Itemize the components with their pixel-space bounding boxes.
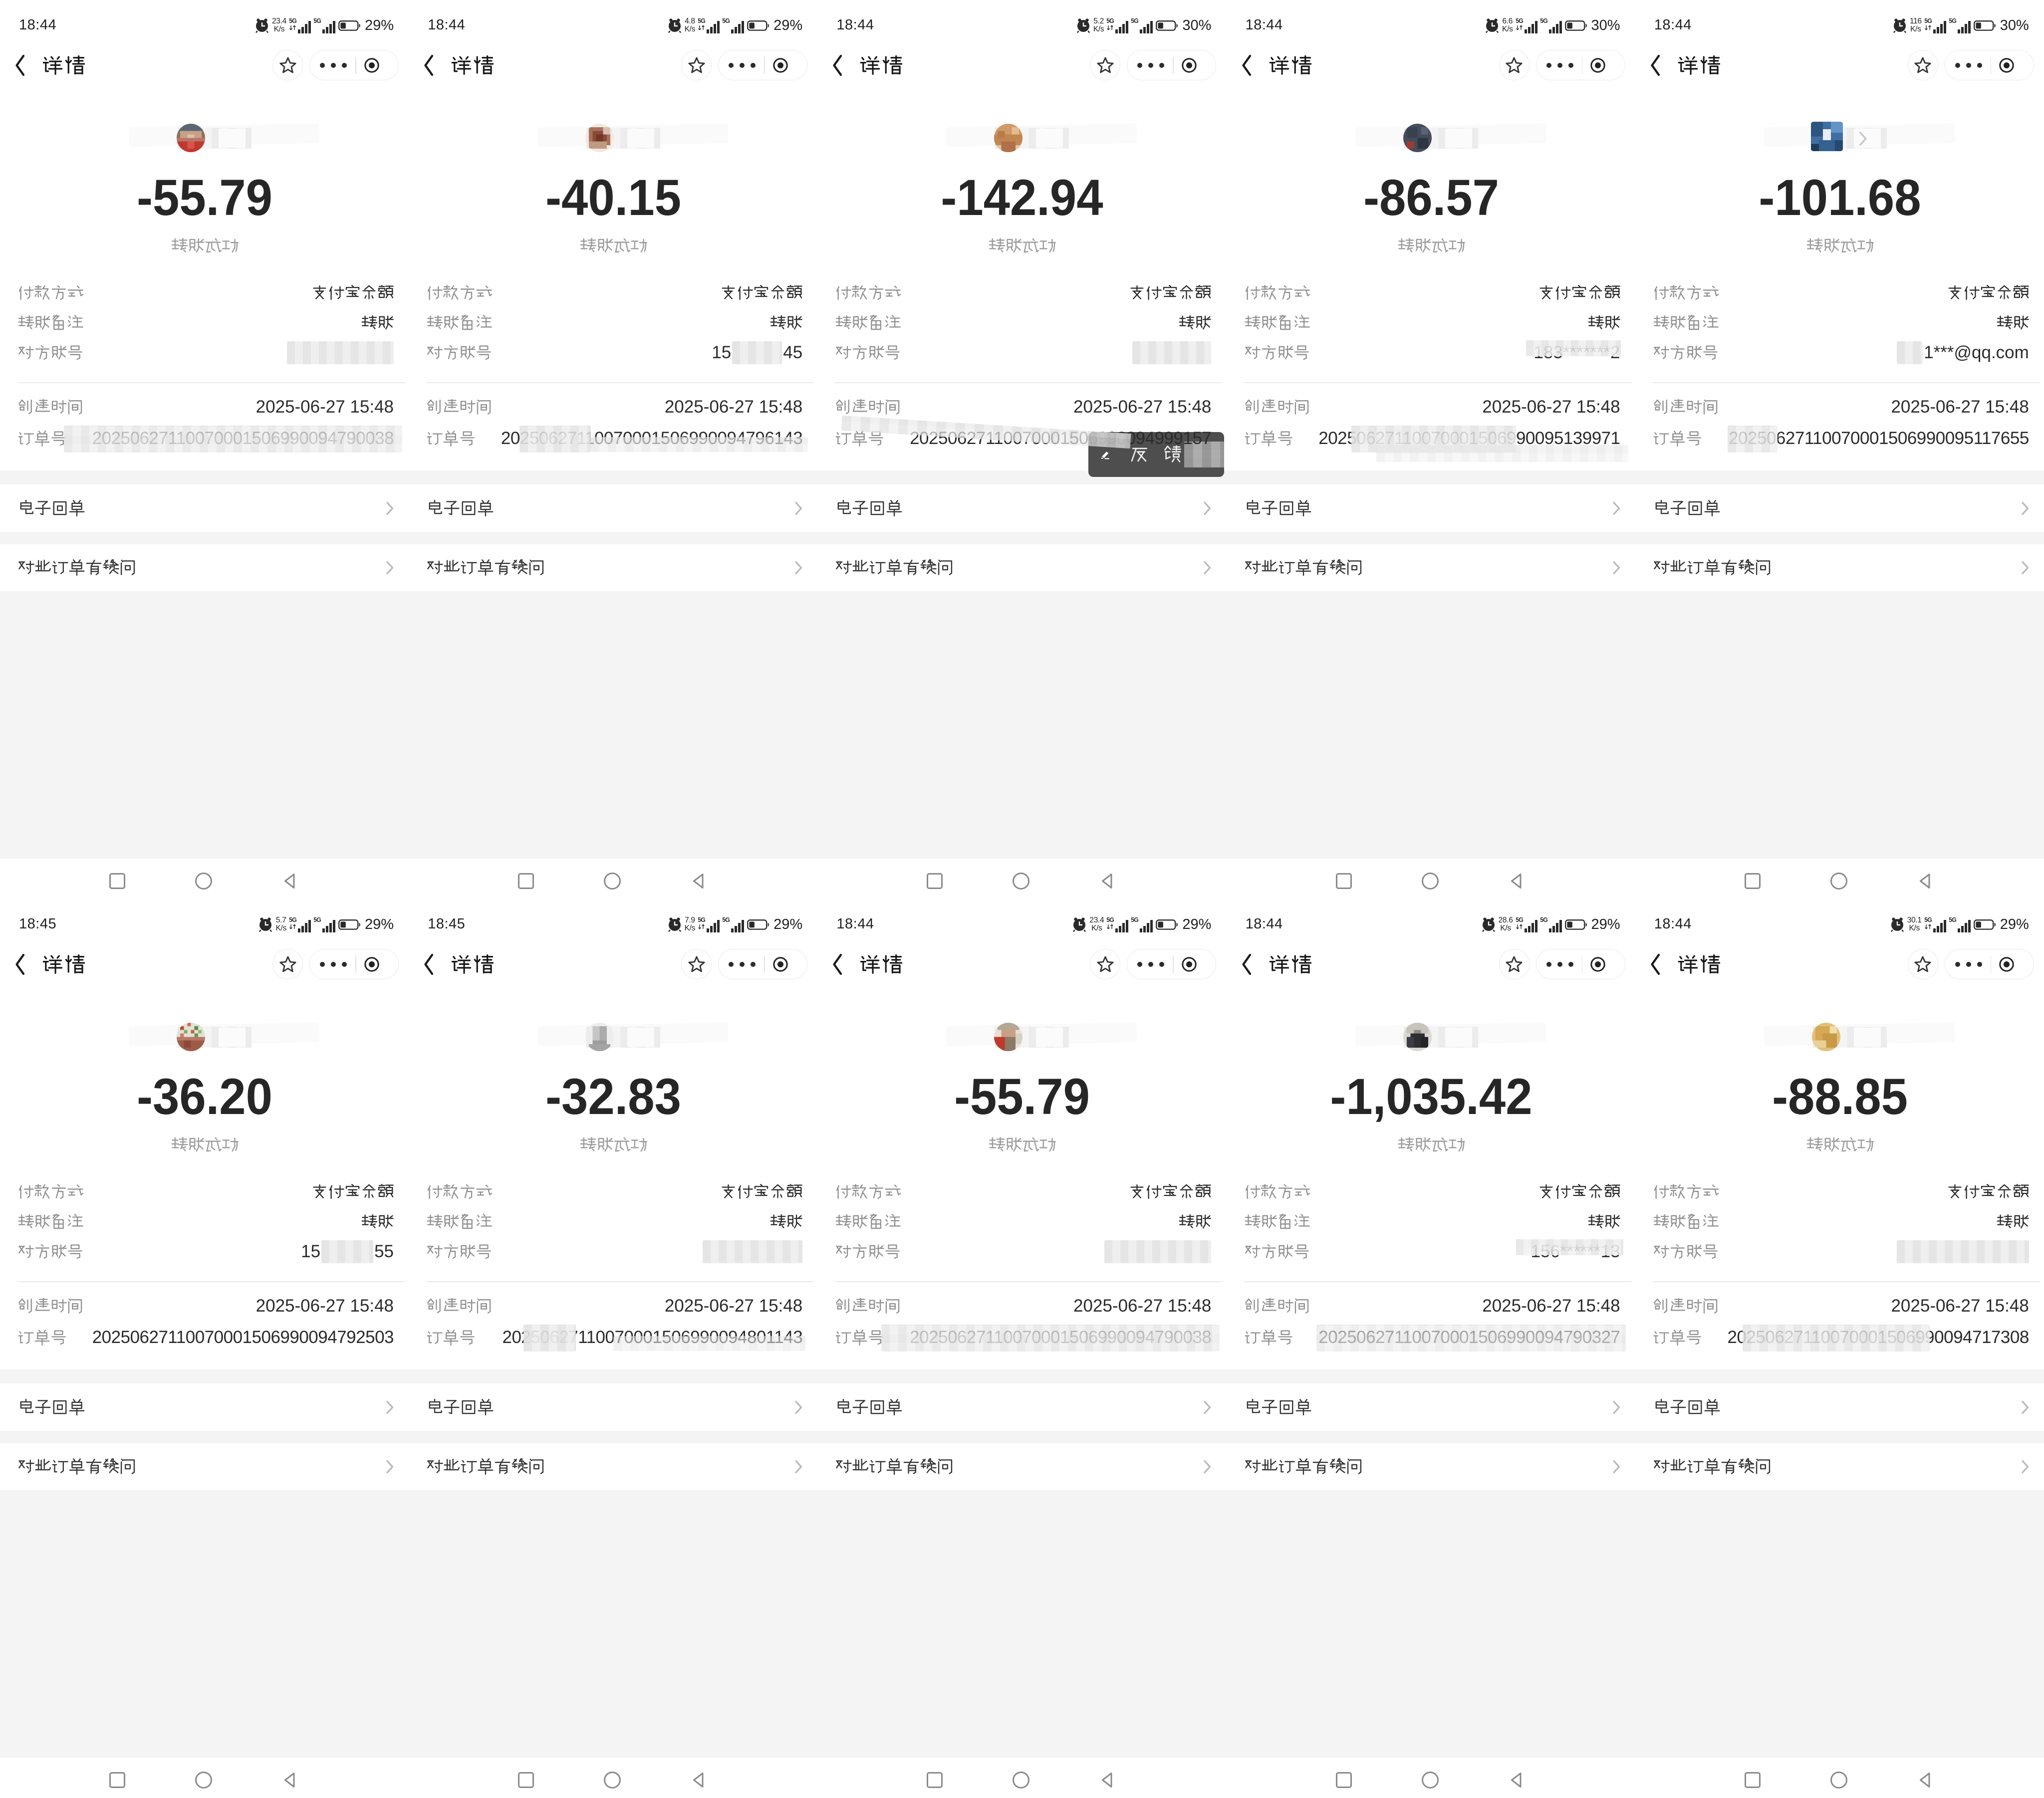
svg-text:5G: 5G (1949, 17, 1956, 24)
svg-text:5G: 5G (1949, 916, 1956, 923)
svg-text:5G: 5G (1107, 17, 1114, 24)
svg-text:5G: 5G (1540, 916, 1547, 923)
svg-text:5G: 5G (698, 17, 705, 24)
svg-text:5G: 5G (314, 916, 321, 923)
svg-text:5G: 5G (1107, 916, 1114, 923)
svg-text:5G: 5G (289, 916, 296, 923)
svg-text:5G: 5G (1925, 17, 1932, 24)
svg-text:5G: 5G (1516, 17, 1523, 24)
svg-text:5G: 5G (289, 17, 296, 24)
svg-text:5G: 5G (698, 916, 705, 923)
svg-text:5G: 5G (1540, 17, 1547, 24)
svg-text:5G: 5G (1131, 17, 1138, 24)
svg-text:5G: 5G (1925, 916, 1932, 923)
svg-text:5G: 5G (723, 916, 730, 923)
svg-text:5G: 5G (1131, 916, 1138, 923)
svg-text:5G: 5G (723, 17, 730, 24)
svg-text:5G: 5G (1516, 916, 1523, 923)
svg-text:5G: 5G (314, 17, 321, 24)
